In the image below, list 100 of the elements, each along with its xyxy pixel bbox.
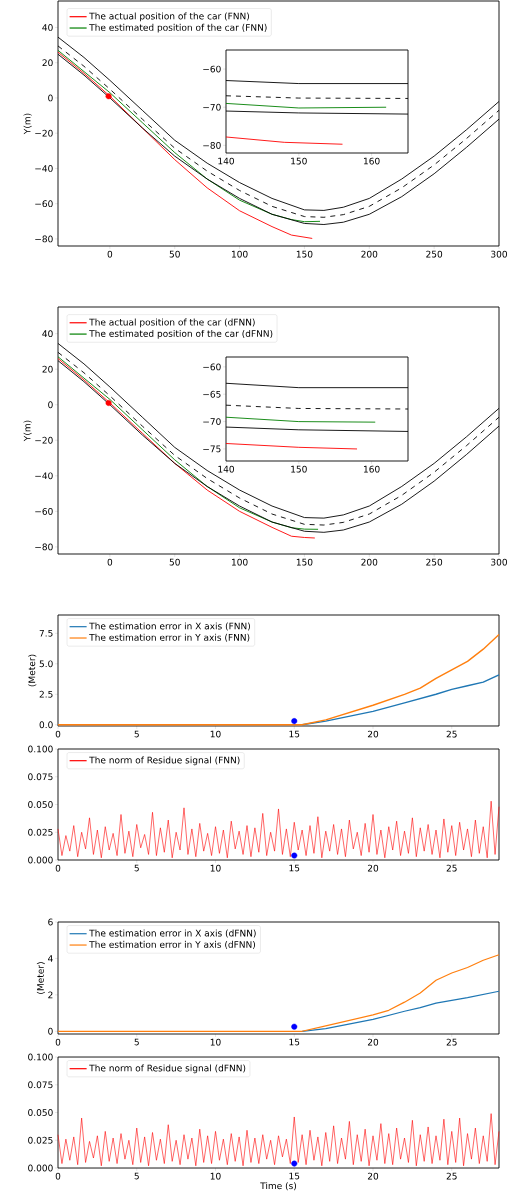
y-tick-label: 20 — [42, 59, 53, 67]
x-tick-label: 150 — [296, 250, 313, 258]
y-axis-title: Y(m) — [23, 113, 32, 135]
y-tick-label: −70 — [203, 103, 221, 111]
x-tick-label: 10 — [210, 1172, 221, 1180]
y-tick-label: −80 — [35, 543, 53, 551]
y-tick-label: 40 — [42, 330, 53, 338]
y-tick-label: 0.025 — [28, 828, 53, 836]
x-tick-label: 20 — [367, 730, 379, 738]
x-tick-label: 140 — [218, 157, 234, 165]
x-tick-label: 140 — [218, 465, 234, 473]
x-tick-label: 25 — [446, 1172, 457, 1180]
y-tick-label: 40 — [42, 24, 53, 31]
x-tick-label: 15 — [289, 1172, 300, 1180]
x-tick-label: 15 — [289, 730, 300, 738]
y-tick-label: −65 — [203, 390, 221, 398]
x-tick-label: 25 — [446, 864, 457, 872]
x-tick-label: 150 — [291, 465, 307, 473]
x-tick-label: 0 — [55, 1172, 61, 1180]
y-tick-label: 6 — [48, 918, 53, 926]
y-tick-label: −40 — [35, 472, 53, 480]
x-tick-label: 5 — [134, 1172, 139, 1180]
y-tick-label: 0.000 — [28, 856, 53, 864]
legend-label: The norm of Residue signal (FNN) — [89, 756, 240, 766]
y-tick-label: 0.050 — [28, 1109, 53, 1116]
y-tick-label: 0.100 — [28, 745, 53, 753]
x-tick-label: 10 — [210, 730, 221, 738]
line-series — [57, 954, 500, 1032]
y-tick-label: −80 — [35, 235, 53, 243]
y-tick-label: −80 — [203, 141, 221, 149]
x-tick-label: 15 — [289, 864, 300, 872]
y-axis-title: Y(m) — [23, 420, 32, 442]
x-tick-label: 300 — [491, 558, 507, 566]
legend-label: The estimated position of the car (dFNN) — [89, 329, 273, 339]
y-tick-label: −75 — [203, 445, 221, 453]
x-tick-label: 5 — [134, 730, 139, 738]
legend-label: The estimated position of the car (FNN) — [89, 23, 267, 33]
y-tick-label: 0.075 — [28, 1081, 53, 1089]
y-tick-label: −60 — [35, 200, 53, 208]
y-tick-label: 0.0 — [39, 721, 53, 729]
legend-label: The norm of Residue signal (dFNN) — [89, 1064, 246, 1074]
legend-label: The estimation error in X axis (FNN) — [89, 622, 250, 631]
y-tick-label: −20 — [35, 129, 53, 137]
y-tick-label: 0.025 — [28, 1136, 53, 1144]
line-series — [57, 1113, 500, 1167]
x-tick-label: 20 — [367, 1038, 379, 1046]
y-tick-label: 0 — [48, 401, 53, 409]
x-tick-label: 250 — [426, 558, 443, 566]
x-tick-label: 100 — [231, 558, 248, 566]
x-tick-label: 200 — [361, 558, 378, 566]
x-tick-label: 160 — [364, 157, 380, 165]
x-tick-label: 300 — [491, 250, 507, 258]
x-tick-label: 0 — [107, 250, 113, 258]
legend-label: The estimation error in Y axis (FNN) — [89, 633, 250, 642]
x-tick-label: 0 — [55, 864, 61, 872]
y-tick-label: 2.5 — [39, 690, 53, 698]
line-series — [57, 800, 500, 859]
y-tick-label: −20 — [35, 436, 53, 444]
y-tick-label: −60 — [203, 363, 221, 371]
y-tick-label: −60 — [203, 65, 221, 73]
x-tick-label: 5 — [134, 864, 139, 872]
y-tick-label: 0.075 — [28, 773, 53, 781]
legend-label: The actual position of the car (FNN) — [89, 12, 249, 22]
y-tick-label: 5.0 — [39, 660, 53, 668]
y-tick-label: −60 — [35, 507, 53, 515]
legend-label: The actual position of the car (dFNN) — [89, 318, 255, 328]
x-tick-label: 25 — [446, 1038, 457, 1046]
x-tick-label: 50 — [169, 250, 180, 258]
x-tick-label: 20 — [367, 1172, 379, 1180]
x-tick-label: 160 — [364, 465, 380, 473]
y-tick-label: −40 — [35, 165, 53, 172]
y-tick-label: 7.5 — [39, 629, 53, 637]
x-tick-label: 20 — [367, 864, 379, 872]
x-tick-label: 5 — [134, 1038, 139, 1046]
x-tick-label: 10 — [210, 1038, 221, 1046]
y-axis-title: (Meter) — [36, 962, 45, 994]
x-tick-label: 0 — [55, 730, 61, 738]
x-tick-label: 0 — [55, 1038, 61, 1046]
x-tick-label: 150 — [291, 157, 307, 165]
y-axis-title: (Meter) — [28, 654, 37, 687]
y-tick-label: −70 — [203, 418, 221, 425]
x-axis-title: Time (s) — [260, 1182, 297, 1191]
legend-label: The estimation error in X axis (dFNN) — [89, 929, 256, 938]
x-tick-label: 10 — [210, 864, 221, 872]
y-tick-label: 0.100 — [28, 1053, 53, 1061]
x-tick-label: 250 — [426, 250, 443, 258]
x-tick-label: 0 — [107, 558, 113, 566]
y-tick-label: 2 — [48, 991, 53, 999]
y-tick-label: 20 — [42, 365, 53, 373]
legend-label: The estimation error in Y axis (dFNN) — [89, 940, 256, 949]
x-tick-label: 50 — [169, 558, 180, 566]
x-tick-label: 100 — [231, 250, 248, 258]
y-tick-label: 0 — [48, 1027, 53, 1035]
line-series — [57, 633, 500, 726]
x-tick-label: 200 — [361, 250, 378, 258]
y-tick-label: 0.000 — [28, 1164, 53, 1172]
y-tick-label: 0.050 — [28, 801, 53, 808]
x-tick-label: 15 — [289, 1038, 300, 1046]
x-tick-label: 25 — [446, 730, 457, 738]
y-tick-label: 0 — [48, 94, 53, 102]
